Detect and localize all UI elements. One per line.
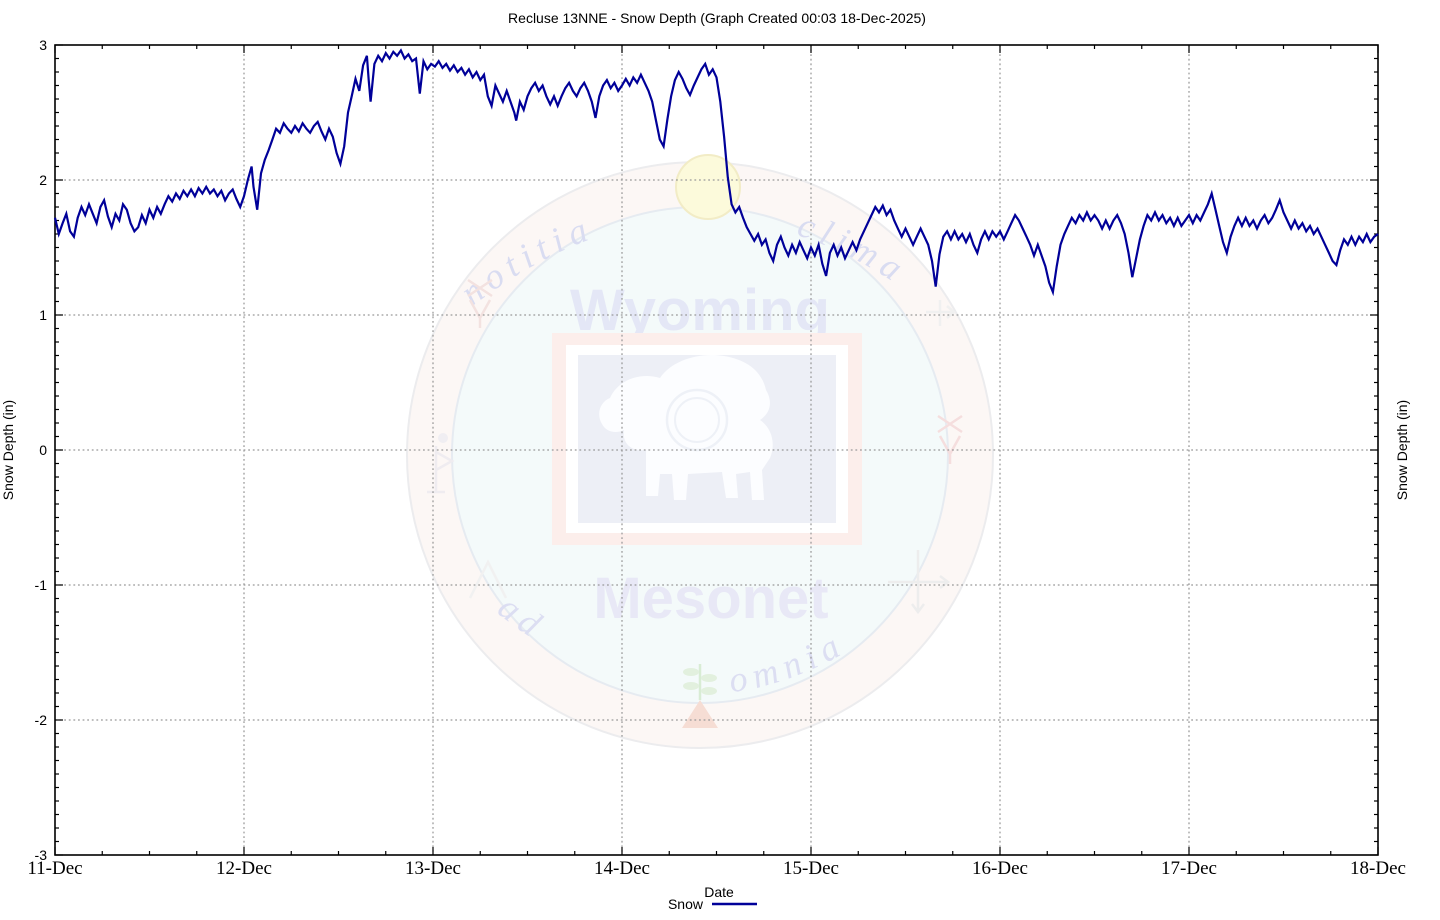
rain-gauge-icon — [467, 278, 493, 328]
triangle-marker-icon — [682, 700, 718, 728]
chart-title: Recluse 13NNE - Snow Depth (Graph Create… — [508, 10, 926, 26]
y-tick-label: 0 — [39, 442, 47, 458]
wordmark-mesonet: Mesonet — [593, 566, 828, 631]
x-axis-label: Date — [704, 884, 734, 900]
wind-vane-icon — [888, 550, 951, 615]
sun-icon — [675, 154, 741, 220]
x-tick-label: 14-Dec — [594, 858, 650, 879]
wyoming-flag — [552, 333, 862, 545]
y-tick-label: 1 — [39, 307, 47, 323]
bison-silhouette — [599, 354, 773, 500]
wordmark-wyoming: Wyoming — [570, 278, 830, 343]
flag-seal-outer — [665, 388, 729, 452]
flag-seal-inner — [674, 397, 720, 443]
y-axis-label-left: Snow Depth (in) — [0, 400, 16, 500]
y-tick-label: -1 — [35, 577, 48, 593]
station-marker-icon — [427, 433, 455, 494]
x-tick-label: 15-Dec — [783, 858, 839, 879]
y-tick-label: 2 — [39, 172, 47, 188]
legend: Snow — [668, 896, 757, 912]
wyoming-mesonet-watermark: notitia clima Wyoming Mesonet ad omnia — [406, 154, 994, 749]
x-tick-label: 18-Dec — [1350, 858, 1406, 879]
chevron-glyph — [468, 559, 508, 599]
instrument-glyphs — [427, 278, 963, 728]
x-tick-label: 13-Dec — [405, 858, 461, 879]
x-tick-label: 11-Dec — [27, 858, 82, 879]
y-tick-label: -2 — [35, 712, 48, 728]
x-tick-label: 16-Dec — [972, 858, 1028, 879]
snow-series-line — [53, 48, 1379, 297]
y-tick-label: 3 — [39, 37, 47, 53]
y-axis-label-right: Snow Depth (in) — [1394, 400, 1410, 500]
wind-arrows-icon — [926, 300, 956, 326]
rain-gauge-icon — [937, 414, 963, 464]
axes-and-ticks — [54, 44, 1379, 856]
x-tick-label: 17-Dec — [1161, 858, 1217, 879]
gridlines — [55, 45, 1378, 855]
tick-labels: 11-Dec 12-Dec 13-Dec 14-Dec 15-Dec 16-Dec 17-D… — [27, 37, 1406, 879]
x-tick-label: 12-Dec — [216, 858, 272, 879]
y-tick-label: -3 — [35, 847, 48, 863]
plant-icon — [683, 664, 717, 700]
legend-label-snow: Snow — [668, 896, 704, 912]
